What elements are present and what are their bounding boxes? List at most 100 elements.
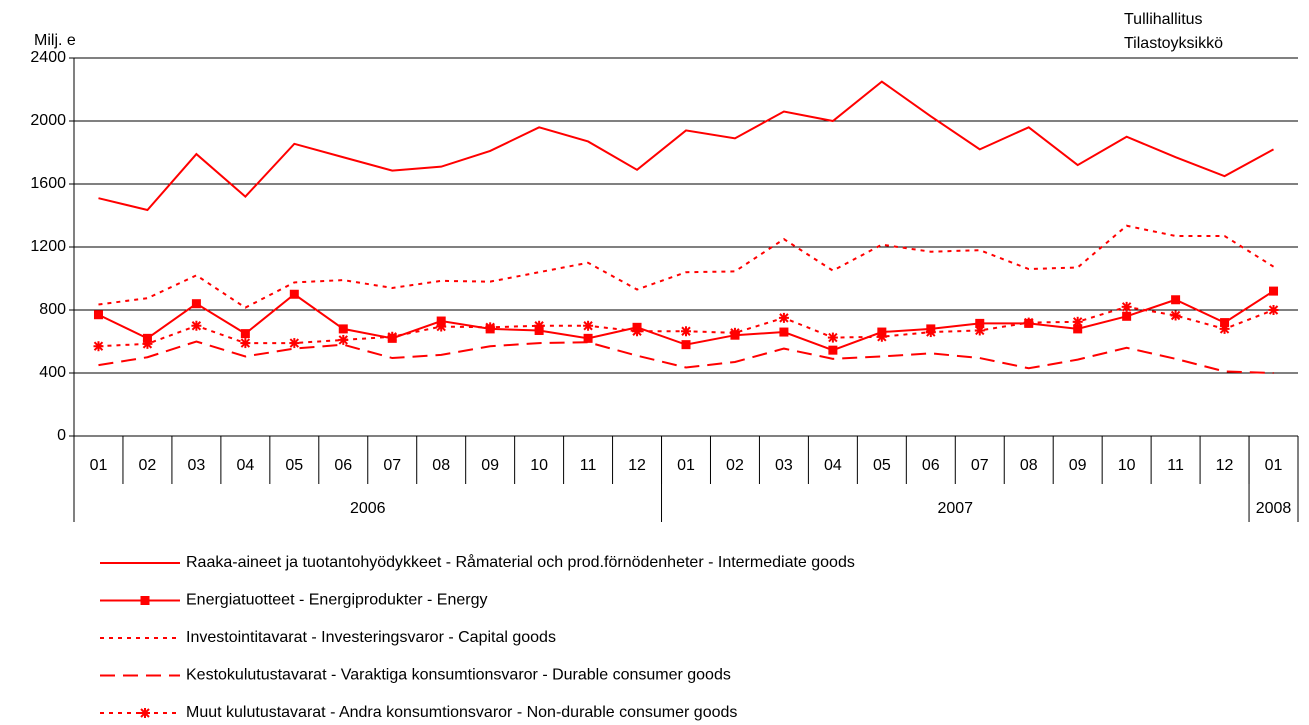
marker (485, 322, 496, 333)
marker-stroke (975, 325, 985, 336)
marker-stroke (436, 321, 446, 332)
marker (191, 299, 201, 309)
x-tick-label: 11 (580, 457, 597, 474)
x-tick-label: 06 (922, 457, 940, 474)
marker-stroke (289, 338, 300, 348)
marker (729, 327, 740, 338)
y-tick-label: 0 (57, 427, 66, 444)
series-line (98, 340, 1274, 374)
marker-stroke (534, 321, 544, 331)
marker (974, 325, 985, 336)
marker (140, 596, 150, 605)
x-tick-label: 03 (775, 457, 793, 474)
legend-label: Energiatuotteet - Energiprodukter - Ener… (186, 592, 488, 609)
marker (240, 338, 251, 349)
marker-stroke (779, 313, 789, 323)
legend-label: Raaka-aineet ja tuotantohyödykkeet - Råm… (186, 553, 855, 571)
marker (975, 318, 985, 328)
marker-stroke (191, 321, 202, 331)
marker (632, 326, 643, 337)
x-tick-label: 03 (188, 457, 206, 474)
x-tick-label: 11 (1167, 457, 1184, 474)
marker-stroke (1219, 324, 1230, 334)
marker (289, 338, 300, 349)
marker-stroke (632, 326, 642, 336)
marker (1072, 316, 1083, 327)
x-tick-label: 06 (334, 457, 352, 474)
marker-stroke (142, 339, 153, 349)
marker (93, 341, 104, 352)
x-tick-label: 05 (873, 457, 891, 474)
x-tick-label: 02 (726, 457, 744, 474)
x-tick-label: 01 (90, 457, 108, 474)
group-label: 2006 (350, 500, 386, 517)
marker (142, 333, 152, 343)
marker (1171, 295, 1181, 305)
marker-stroke (828, 332, 838, 343)
marker-stroke (877, 332, 887, 342)
marker-stroke (387, 332, 397, 342)
marker (387, 331, 398, 342)
x-tick-label: 10 (1118, 457, 1136, 474)
marker (779, 327, 789, 337)
marker-stroke (926, 327, 936, 337)
legend-label: Kestokulutustavarat - Varaktiga konsumti… (186, 667, 731, 684)
x-tick-label: 02 (139, 457, 157, 474)
x-tick-label: 07 (383, 457, 401, 474)
marker-stroke (1170, 310, 1181, 321)
marker (534, 320, 545, 331)
marker-stroke (93, 341, 104, 351)
x-tick-label: 04 (824, 457, 842, 474)
marker (1121, 301, 1132, 312)
marker (436, 321, 447, 332)
marker (827, 332, 838, 343)
marker (140, 708, 150, 718)
marker-stroke (1121, 302, 1132, 312)
marker (1269, 286, 1279, 296)
marker (142, 338, 153, 349)
marker-stroke (681, 326, 691, 336)
marker-stroke (140, 708, 150, 718)
marker (583, 333, 593, 343)
marker (1219, 323, 1230, 334)
marker-stroke (485, 322, 495, 333)
legend-label: Muut kulutustavarat - Andra konsumtionsv… (186, 704, 737, 721)
y-tick-label: 1600 (30, 175, 66, 192)
x-tick-label: 07 (971, 457, 989, 474)
marker (925, 327, 936, 338)
marker (828, 345, 838, 355)
x-tick-label: 01 (677, 457, 695, 474)
x-tick-label: 05 (285, 457, 303, 474)
x-tick-label: 08 (1020, 457, 1038, 474)
marker (289, 289, 299, 299)
marker (1220, 318, 1230, 328)
marker-stroke (1268, 305, 1279, 315)
annotation: Tilastoyksikkö (1124, 35, 1223, 52)
marker (338, 324, 348, 334)
annotation: Tullihallitus (1124, 11, 1203, 28)
marker (1170, 310, 1181, 321)
x-tick-label: 09 (1069, 457, 1087, 474)
marker (93, 310, 103, 320)
x-tick-label: 12 (628, 457, 646, 474)
series-line (98, 224, 1275, 309)
x-tick-label: 08 (432, 457, 450, 474)
marker (876, 331, 887, 342)
marker-stroke (338, 335, 348, 345)
marker (240, 329, 250, 339)
marker (1023, 317, 1034, 328)
marker-stroke (240, 338, 251, 348)
marker (778, 312, 789, 323)
marker (436, 316, 446, 326)
marker (1122, 311, 1132, 321)
y-tick-label: 2000 (30, 112, 66, 129)
legend-label: Investointitavarat - Investeringsvaror -… (186, 629, 556, 646)
y-tick-label: 800 (39, 301, 66, 318)
marker (191, 320, 202, 331)
x-tick-label: 12 (1216, 457, 1234, 474)
y-axis-label: Milj. e (34, 32, 76, 49)
marker (338, 334, 349, 345)
marker (583, 320, 594, 331)
y-tick-label: 400 (39, 364, 66, 381)
group-label: 2008 (1256, 500, 1292, 517)
